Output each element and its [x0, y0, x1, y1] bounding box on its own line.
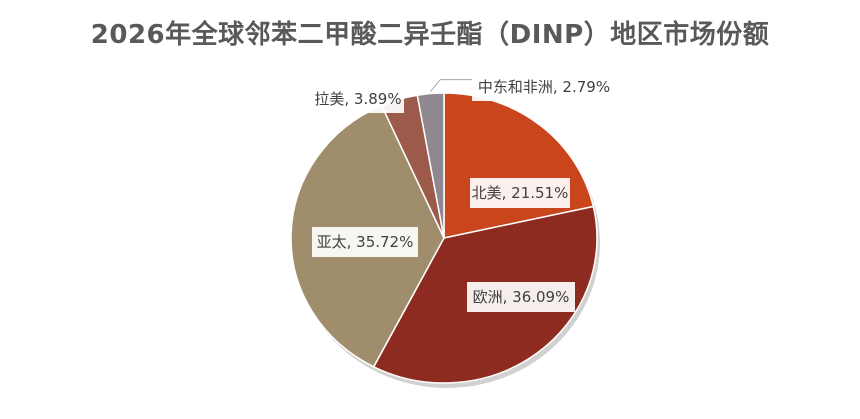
data-label-text-3: 亚太, 35.72% — [317, 233, 414, 251]
data-label-3: 亚太, 35.72% — [312, 227, 418, 257]
chart-title: 2026年全球邻苯二甲酸二异壬酯（DINP）地区市场份额 — [90, 20, 770, 50]
data-label-4: 拉美, 3.89% — [312, 85, 404, 113]
data-label-bg-4 — [312, 85, 404, 113]
leader-line-middle-east-africa — [430, 79, 472, 92]
data-label-bg-1 — [470, 178, 570, 208]
data-label-bg-3 — [312, 227, 418, 257]
data-label-bg-5 — [472, 73, 616, 101]
data-label-1: 北美, 21.51% — [470, 178, 570, 208]
data-label-bg-2 — [467, 282, 575, 312]
data-label-2: 欧洲, 36.09% — [467, 282, 575, 312]
data-label-5: 中东和非洲, 2.79% — [472, 73, 616, 101]
data-label-text-1: 北美, 21.51% — [472, 184, 569, 202]
data-label-text-4: 拉美, 3.89% — [314, 90, 401, 108]
data-label-text-2: 欧洲, 36.09% — [473, 288, 570, 306]
pie-slice-5[interactable] — [416, 92, 445, 239]
data-label-text-5: 中东和非洲, 2.79% — [478, 78, 610, 96]
